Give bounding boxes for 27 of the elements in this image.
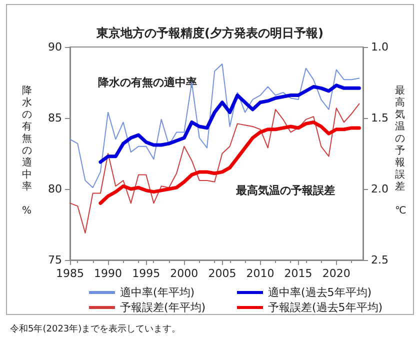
legend-label: 予報誤差(年平均) [120,301,206,314]
x-tick-label: 1985 [56,267,84,280]
chart-title: 東京地方の予報精度(夕方発表の明日予報) [96,26,324,40]
x-tick-label: 2005 [208,267,236,280]
line-series [70,103,360,234]
x-tick-label: 2020 [322,267,350,280]
x-tick-label: 1995 [132,267,160,280]
y2-tick-label: 2.5 [371,254,388,266]
legend-label: 適中率(年平均) [120,286,195,299]
y2-tick-label: 1.0 [371,40,388,54]
y-tick-label: 85 [48,112,62,124]
line-series [98,120,361,205]
x-tick-label: 1990 [94,267,122,280]
text: 令和5年(2023年)までを表示しています。 [10,324,181,334]
x-tick-label: 2010 [246,267,274,280]
text: 最高気温の予報誤差 ℃ [395,86,406,216]
x-tick-label: 2015 [284,267,312,280]
y2-tick-label: 2.0 [371,182,388,196]
text: 降水の有無の適中率 % [22,86,32,216]
annotation: 最高気温の予報誤差 [235,184,335,197]
y-tick-label: 80 [48,182,62,196]
legend-label: 適中率(過去5年平均) [268,286,372,299]
legend-label: 予報誤差(過去5年平均) [268,301,383,314]
y-tick-label: 90 [48,40,62,54]
x-tick-label: 2000 [170,267,198,280]
y2-tick-label: 1.5 [371,112,388,124]
y-tick-label: 75 [48,254,62,266]
